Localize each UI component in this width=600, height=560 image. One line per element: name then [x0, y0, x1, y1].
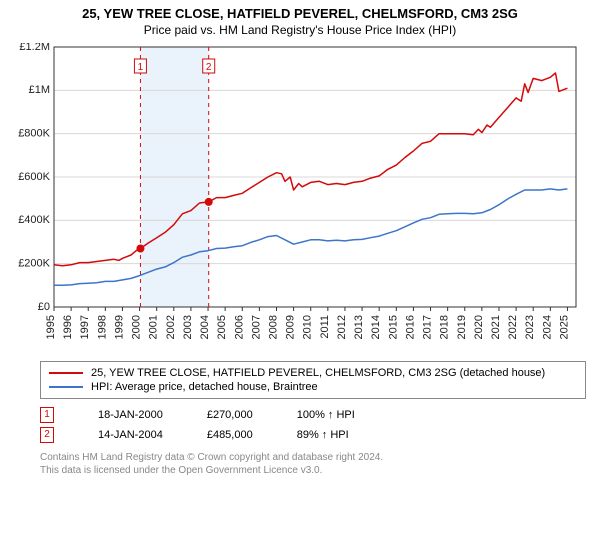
marker-badge: 1	[40, 407, 54, 423]
x-tick-label: 2000	[131, 315, 143, 339]
x-tick-label: 2021	[490, 315, 502, 339]
sale-marker-badge-label: 1	[138, 62, 144, 73]
series-line	[54, 73, 567, 266]
x-tick-label: 2005	[216, 315, 228, 339]
marker-pct: 100% ↑ HPI	[297, 409, 355, 421]
y-tick-label: £1M	[29, 84, 50, 96]
legend-label: 25, YEW TREE CLOSE, HATFIELD PEVEREL, CH…	[91, 367, 545, 379]
legend: 25, YEW TREE CLOSE, HATFIELD PEVEREL, CH…	[40, 361, 586, 399]
y-tick-label: £1.2M	[19, 43, 50, 53]
series-line	[54, 189, 567, 285]
x-tick-label: 2002	[165, 315, 177, 339]
x-tick-label: 2022	[507, 315, 519, 339]
marker-price: £270,000	[207, 409, 253, 421]
legend-row: 25, YEW TREE CLOSE, HATFIELD PEVEREL, CH…	[49, 366, 577, 380]
marker-table-row: 2 14-JAN-2004 £485,000 89% ↑ HPI	[40, 425, 586, 445]
page: 25, YEW TREE CLOSE, HATFIELD PEVEREL, CH…	[0, 6, 600, 560]
marker-date: 18-JAN-2000	[98, 409, 163, 421]
marker-table-row: 1 18-JAN-2000 £270,000 100% ↑ HPI	[40, 405, 586, 425]
x-tick-label: 2023	[524, 315, 536, 339]
chart-subtitle: Price paid vs. HM Land Registry's House …	[0, 23, 600, 37]
marker-badge: 2	[40, 427, 54, 443]
y-tick-label: £400K	[18, 214, 50, 226]
footer-line-1: Contains HM Land Registry data © Crown c…	[40, 451, 586, 464]
x-tick-label: 2007	[250, 315, 262, 339]
y-tick-label: £0	[38, 301, 50, 313]
x-tick-label: 2016	[404, 315, 416, 339]
chart: £0 £200K £400K £600K £800K £1M £1.2M 1 2 1995 1996…	[14, 43, 586, 353]
x-tick-label: 2015	[387, 315, 399, 339]
x-tick-label: 2018	[439, 315, 451, 339]
chart-svg: £0 £200K £400K £600K £800K £1M £1.2M 1 2 1995 1996…	[14, 43, 586, 353]
x-tick-label: 2024	[541, 315, 553, 339]
y-tick-label: £200K	[18, 258, 50, 270]
x-tick-label: 2006	[233, 315, 245, 339]
legend-swatch	[49, 372, 83, 374]
footer-line-2: This data is licensed under the Open Gov…	[40, 464, 586, 477]
x-tick-label: 1999	[113, 315, 125, 339]
y-tick-label: £800K	[18, 128, 50, 140]
legend-label: HPI: Average price, detached house, Brai…	[91, 381, 318, 393]
y-tick-label: £600K	[18, 171, 50, 183]
legend-swatch	[49, 386, 83, 388]
footer: Contains HM Land Registry data © Crown c…	[40, 451, 586, 477]
x-tick-label: 1996	[62, 315, 74, 339]
x-tick-label: 2014	[370, 315, 382, 339]
marker-price: £485,000	[207, 429, 253, 441]
marker-pct: 89% ↑ HPI	[297, 429, 349, 441]
x-tick-label: 2010	[302, 315, 314, 339]
x-tick-label: 2008	[267, 315, 279, 339]
x-tick-label: 1995	[45, 315, 57, 339]
x-tick-label: 2025	[558, 315, 570, 339]
x-tick-label: 2001	[148, 315, 160, 339]
x-tick-label: 1997	[79, 315, 91, 339]
chart-title: 25, YEW TREE CLOSE, HATFIELD PEVEREL, CH…	[0, 6, 600, 21]
x-tick-label: 2017	[422, 315, 434, 339]
x-tick-label: 2009	[285, 315, 297, 339]
x-tick-label: 2020	[473, 315, 485, 339]
x-tick-label: 2011	[319, 315, 331, 339]
x-tick-label: 2012	[336, 315, 348, 339]
marker-date: 14-JAN-2004	[98, 429, 163, 441]
x-tick-label: 2019	[456, 315, 468, 339]
sale-marker-badge-label: 2	[206, 62, 212, 73]
sales-markers-table: 1 18-JAN-2000 £270,000 100% ↑ HPI 2 14-JAN-20…	[40, 405, 586, 445]
x-tick-label: 2003	[182, 315, 194, 339]
legend-row: HPI: Average price, detached house, Brai…	[49, 380, 577, 394]
x-tick-label: 1998	[96, 315, 108, 339]
x-tick-label: 2013	[353, 315, 365, 339]
x-tick-label: 2004	[199, 315, 211, 339]
